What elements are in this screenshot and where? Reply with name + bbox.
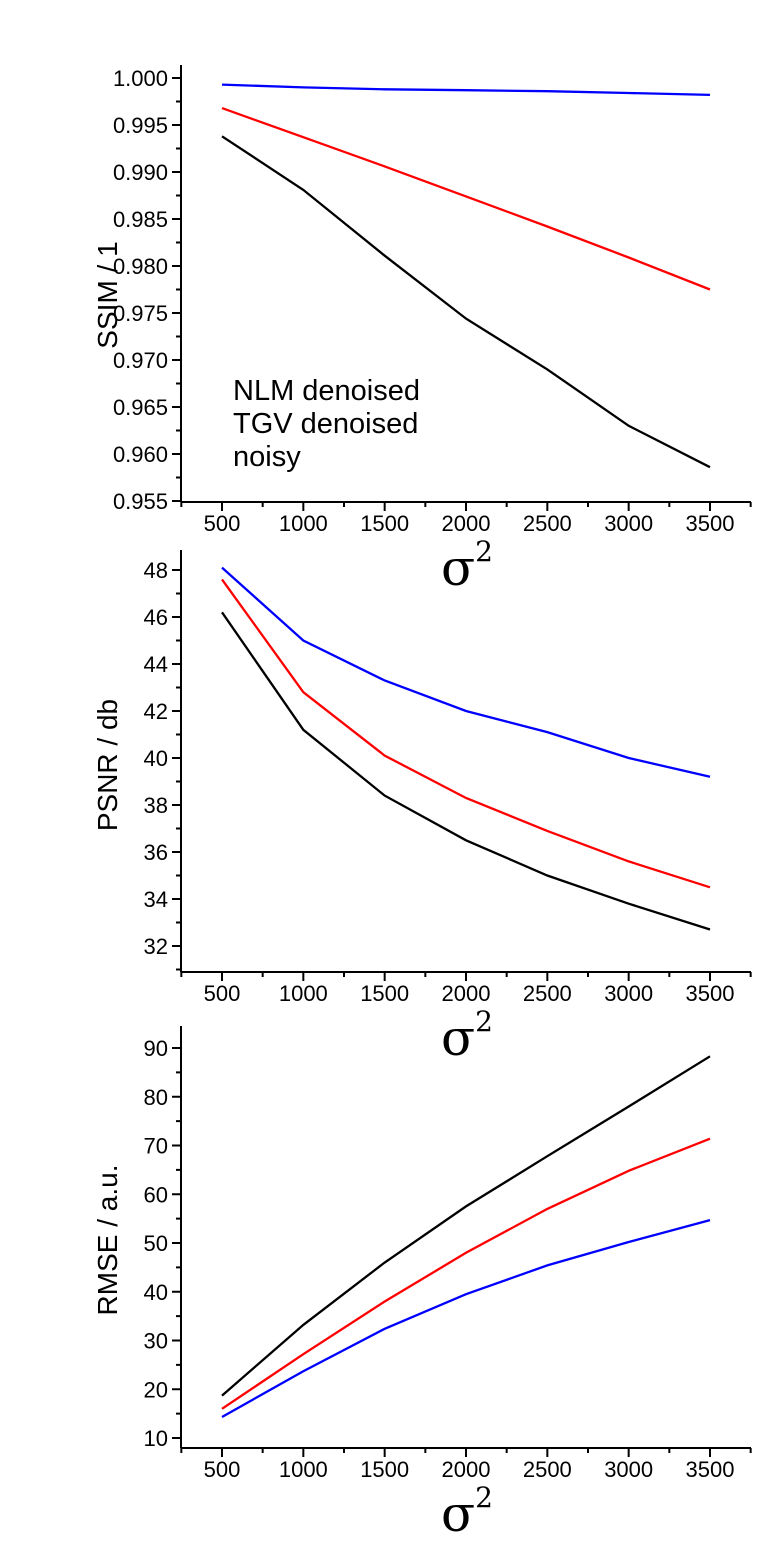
y-tick-label: 1.000	[113, 66, 168, 91]
x-tick-label: 2000	[442, 1457, 491, 1482]
y-tick-label: 40	[144, 1280, 168, 1305]
y-tick-label: 42	[144, 699, 168, 724]
x-tick-label: 1500	[360, 511, 409, 536]
y-tick-label: 48	[144, 558, 168, 583]
y-tick-label: 32	[144, 934, 168, 959]
x-tick-label: 500	[204, 1457, 241, 1482]
x-tick-label: 2500	[523, 1457, 572, 1482]
y-tick-label: 0.970	[113, 348, 168, 373]
series-line-noisy	[221, 1055, 711, 1397]
chart1-y-axis-title: SSIM / 1	[92, 241, 123, 348]
y-tick-label: 40	[144, 746, 168, 771]
x-tick-label: 1000	[279, 981, 328, 1006]
series-line-noisy	[221, 135, 711, 469]
series-line-tgv-denoised	[221, 83, 711, 97]
y-tick-label: 60	[144, 1182, 168, 1207]
sigma-exponent: 2	[475, 535, 493, 568]
series-line-tgv-denoised	[221, 1218, 711, 1419]
y-tick-label: 0.990	[113, 160, 168, 185]
y-tick-label: 0.995	[113, 113, 168, 138]
sigma-symbol: σ	[441, 1009, 475, 1067]
y-tick-label: 0.955	[113, 489, 168, 514]
x-tick-label: 1500	[360, 981, 409, 1006]
x-tick-label: 2000	[442, 511, 491, 536]
y-tick-label: 10	[144, 1426, 168, 1451]
chart-1-ssim-1: 500 1000 1500 2000 2500 3000 3500 0.955 0.960 0.9…	[113, 65, 752, 536]
series-line-tgv-denoised	[221, 566, 711, 778]
y-tick-label: 0.975	[113, 301, 168, 326]
y-tick-label: 0.980	[113, 254, 168, 279]
legend-entry-nlm-denoised: NLM denoised	[233, 375, 420, 407]
x-tick-label: 500	[204, 981, 241, 1006]
x-tick-label: 1000	[279, 1457, 328, 1482]
series-line-nlm-denoised	[221, 1137, 711, 1410]
y-tick-label: 30	[144, 1329, 168, 1354]
y-tick-label: 90	[144, 1036, 168, 1061]
series-line-nlm-denoised	[221, 578, 711, 889]
y-tick-label: 0.965	[113, 395, 168, 420]
chart-3-rmse-a-u: 500 1000 1500 2000 2500 3000 3500 10 20 30 40 50 60 7…	[144, 1026, 752, 1482]
sigma-exponent: 2	[475, 1481, 493, 1514]
chart2-x-axis-title: σ2	[441, 1005, 493, 1067]
sigma-exponent: 2	[475, 1005, 493, 1038]
sigma-symbol: σ	[441, 1485, 475, 1543]
x-tick-label: 2500	[523, 511, 572, 536]
y-tick-label: 20	[144, 1377, 168, 1402]
legend-entry-tgv-denoised: TGV denoised	[233, 408, 418, 440]
y-tick-label: 46	[144, 605, 168, 630]
y-tick-label: 44	[144, 652, 168, 677]
chart2-y-axis-title: PSNR / db	[92, 699, 123, 831]
chart3-x-axis-title: σ2	[441, 1481, 493, 1543]
y-tick-label: 38	[144, 793, 168, 818]
charts-group: 500 1000 1500 2000 2500 3000 35000.9550.9600.9…	[113, 65, 752, 1482]
x-tick-label: 3500	[686, 1457, 735, 1482]
x-tick-label: 2000	[442, 981, 491, 1006]
y-tick-label: 36	[144, 840, 168, 865]
series-line-noisy	[221, 611, 711, 931]
x-tick-label: 1500	[360, 1457, 409, 1482]
y-tick-label: 80	[144, 1085, 168, 1110]
y-tick-label: 0.960	[113, 442, 168, 467]
y-tick-label: 50	[144, 1231, 168, 1256]
chart-2-psnr-db: 500 1000 1500 2000 2500 3000 3500 32 34 36 38 40 42 4…	[144, 550, 752, 1006]
sigma-symbol: σ	[441, 539, 475, 597]
y-tick-label: 34	[144, 887, 168, 912]
y-tick-label: 0.985	[113, 207, 168, 232]
x-tick-label: 3500	[686, 511, 735, 536]
chart3-y-axis-title: RMSE / a.u.	[92, 1165, 123, 1316]
x-tick-label: 3000	[604, 981, 653, 1006]
series-line-nlm-denoised	[221, 107, 711, 291]
x-tick-label: 1000	[279, 511, 328, 536]
y-tick-label: 70	[144, 1134, 168, 1159]
x-tick-label: 3000	[604, 511, 653, 536]
x-tick-label: 3500	[686, 981, 735, 1006]
legend-entry-noisy: noisy	[233, 441, 301, 473]
x-tick-label: 3000	[604, 1457, 653, 1482]
x-tick-label: 500	[204, 511, 241, 536]
chart1-x-axis-title: σ2	[441, 535, 493, 597]
x-tick-label: 2500	[523, 981, 572, 1006]
